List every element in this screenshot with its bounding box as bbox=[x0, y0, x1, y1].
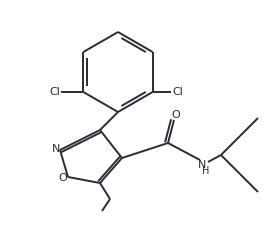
Text: O: O bbox=[172, 110, 180, 120]
Text: N: N bbox=[52, 144, 60, 154]
Text: N: N bbox=[198, 160, 206, 170]
Text: O: O bbox=[59, 173, 67, 183]
Text: Cl: Cl bbox=[49, 87, 60, 97]
Text: H: H bbox=[202, 166, 210, 176]
Text: Cl: Cl bbox=[172, 87, 183, 97]
